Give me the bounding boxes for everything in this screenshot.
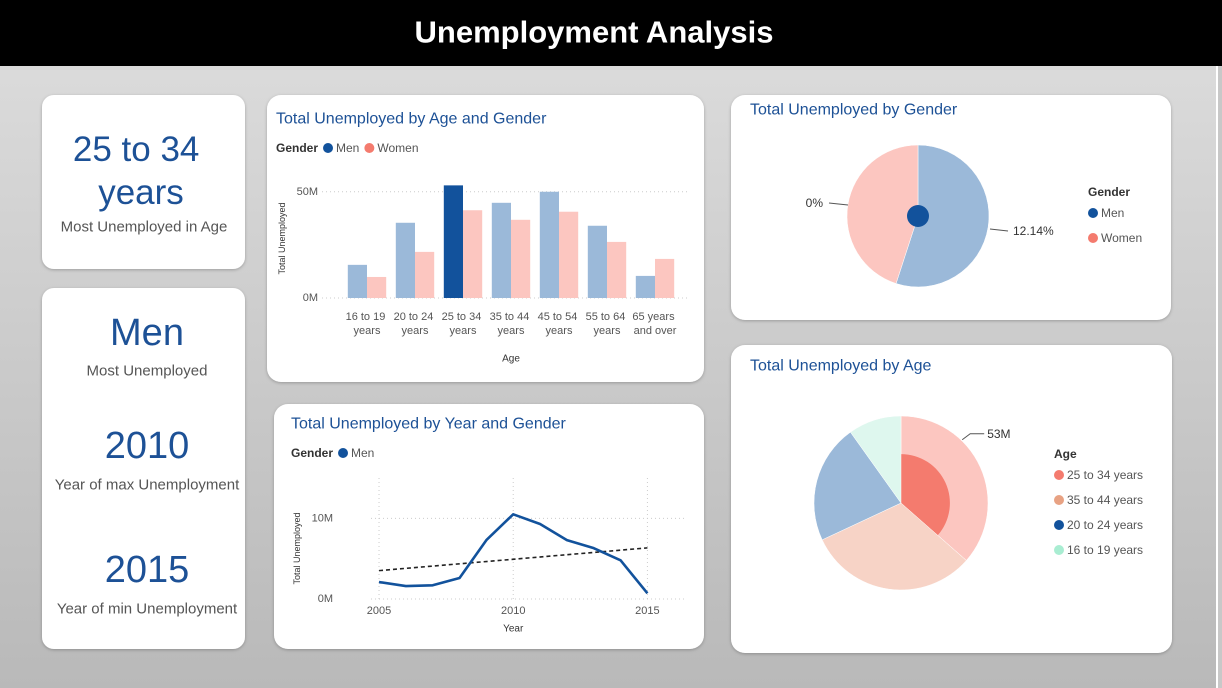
- bar: [463, 210, 483, 298]
- legend-marker: [338, 448, 349, 458]
- leader-line: [961, 433, 985, 441]
- x-axis-title: Age: [502, 354, 520, 365]
- bar: [635, 275, 655, 298]
- x-tick-label: 20 to 24 years: [394, 311, 437, 337]
- bar: [539, 191, 559, 298]
- pie-slice: [821, 502, 967, 591]
- kpi-value: 2015: [105, 549, 190, 591]
- legend-marker: [1088, 208, 1098, 218]
- bar: [415, 251, 435, 298]
- kpi-label: Most Unemployed in Age: [61, 219, 228, 236]
- bar: [655, 258, 675, 298]
- x-tick-label: 55 to 64 years: [586, 311, 629, 337]
- legend-title: Gender: [276, 141, 318, 155]
- legend-label: Men: [336, 141, 359, 155]
- bar: [367, 276, 387, 298]
- card: [267, 95, 704, 382]
- y-axis-title: Total Unemployed: [277, 202, 287, 274]
- pie-slice: [813, 431, 902, 541]
- legend-label: 16 to 19 years: [1067, 543, 1143, 557]
- legend-marker: [1088, 233, 1098, 243]
- bar: [491, 202, 511, 298]
- pie-slice: [850, 415, 902, 504]
- legend-marker: [1054, 520, 1064, 530]
- x-tick-label: 25 to 34 years: [442, 311, 485, 337]
- annotation: 12.14%: [1013, 224, 1054, 238]
- bar: [443, 185, 463, 298]
- line: [378, 513, 649, 595]
- kpi-label: Most Unemployed: [87, 363, 208, 380]
- bar: [395, 222, 415, 298]
- chart-title: Total Unemployed by Year and Gender: [291, 416, 567, 433]
- chart-title: Total Unemployed by Gender: [750, 102, 958, 119]
- header-bar: [0, 0, 1222, 66]
- pie-highlight: [901, 454, 950, 536]
- legend-label: 35 to 44 years: [1067, 493, 1143, 507]
- legend-label: 25 to 34 years: [1067, 468, 1143, 482]
- legend-label: 20 to 24 years: [1067, 518, 1143, 532]
- x-axis-title: Year: [503, 624, 524, 635]
- chart-title: Total Unemployed by Age: [750, 358, 932, 375]
- y-tick-label: 0M: [303, 292, 318, 304]
- x-tick-label: 35 to 44 years: [490, 311, 533, 337]
- x-tick-label: 2010: [501, 605, 525, 617]
- legend-label: Men: [351, 446, 374, 460]
- card: [274, 404, 704, 649]
- leader-line: [828, 202, 849, 206]
- x-tick-label: 65 years and over: [632, 311, 677, 337]
- annotation: 0%: [806, 196, 824, 210]
- y-tick-label: 10M: [312, 512, 333, 524]
- card: [42, 95, 245, 269]
- kpi-label: Year of min Unemployment: [57, 601, 238, 618]
- legend-marker: [323, 143, 334, 153]
- legend-label: Women: [1101, 231, 1142, 245]
- selection-dot: [907, 205, 929, 227]
- legend-label: Men: [1101, 206, 1124, 220]
- chart-title: Total Unemployed by Age and Gender: [276, 111, 547, 128]
- legend-title: Gender: [291, 446, 333, 460]
- y-tick-label: 50M: [297, 186, 318, 198]
- y-axis-title: Total Unemployed: [292, 512, 302, 584]
- cards: [42, 95, 1172, 653]
- legend-marker: [1054, 545, 1064, 555]
- x-tick-label: 2005: [367, 605, 391, 617]
- x-tick-label: 45 to 54 years: [538, 311, 581, 337]
- y-tick-label: 0M: [318, 593, 333, 605]
- x-tick-label: 2015: [635, 605, 659, 617]
- kpi-label: Year of max Unemployment: [55, 477, 240, 494]
- kpi-value: 25 to 34 years: [73, 130, 209, 212]
- legend-title: Age: [1054, 447, 1077, 461]
- pie-slice: [895, 144, 990, 288]
- legend-marker: [1054, 495, 1064, 505]
- kpi-value: 2010: [105, 425, 190, 467]
- header-title: Unemployment Analysis: [415, 15, 774, 50]
- bar: [587, 225, 607, 298]
- x-tick-label: 16 to 19 years: [346, 311, 389, 337]
- kpi-value: Men: [110, 312, 184, 354]
- leader-line: [989, 228, 1009, 232]
- legend-marker: [1054, 470, 1064, 480]
- card: [42, 288, 245, 649]
- legend-marker: [364, 143, 375, 153]
- bar: [559, 211, 579, 298]
- legend-label: Women: [377, 141, 418, 155]
- data-label: 53M: [987, 427, 1010, 441]
- bar: [347, 264, 367, 298]
- bar: [607, 241, 627, 298]
- legend-title: Gender: [1088, 185, 1130, 199]
- bar: [511, 219, 531, 298]
